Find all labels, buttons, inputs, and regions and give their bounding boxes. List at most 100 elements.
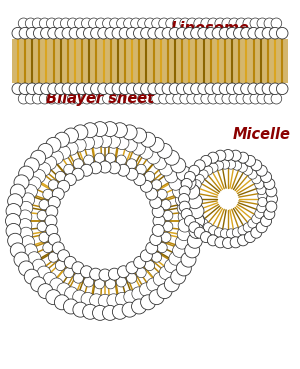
Circle shape (155, 83, 167, 94)
Circle shape (19, 227, 33, 241)
Circle shape (220, 160, 230, 169)
Circle shape (105, 279, 116, 289)
Circle shape (24, 269, 39, 284)
Circle shape (53, 18, 64, 29)
Circle shape (95, 18, 106, 29)
Circle shape (54, 295, 69, 310)
Circle shape (32, 259, 46, 273)
Circle shape (98, 27, 109, 39)
Circle shape (187, 18, 197, 29)
Circle shape (39, 93, 50, 104)
Circle shape (189, 165, 200, 176)
Circle shape (5, 214, 20, 228)
Circle shape (90, 135, 103, 148)
Circle shape (176, 166, 191, 181)
Circle shape (46, 18, 57, 29)
Circle shape (119, 83, 131, 94)
Circle shape (166, 93, 176, 104)
Circle shape (269, 83, 281, 94)
Circle shape (184, 27, 195, 39)
Circle shape (222, 93, 232, 104)
Circle shape (84, 155, 94, 165)
Circle shape (141, 295, 156, 310)
Circle shape (32, 18, 43, 29)
Circle shape (83, 83, 95, 94)
Circle shape (62, 83, 74, 94)
Circle shape (177, 227, 191, 241)
Circle shape (134, 256, 146, 268)
Circle shape (203, 166, 213, 175)
Circle shape (60, 93, 71, 104)
Circle shape (73, 273, 83, 283)
Circle shape (88, 93, 99, 104)
Circle shape (19, 261, 34, 276)
Circle shape (190, 203, 199, 213)
Circle shape (261, 172, 272, 183)
Circle shape (209, 163, 218, 172)
Circle shape (28, 252, 41, 265)
Circle shape (248, 27, 260, 39)
Circle shape (236, 93, 247, 104)
Circle shape (46, 137, 61, 152)
Circle shape (124, 138, 137, 152)
Circle shape (6, 204, 21, 218)
Circle shape (108, 162, 120, 174)
Circle shape (48, 27, 59, 39)
Circle shape (243, 166, 253, 175)
Circle shape (257, 93, 268, 104)
Circle shape (243, 93, 254, 104)
Circle shape (208, 235, 218, 246)
Circle shape (43, 189, 53, 200)
Circle shape (159, 266, 173, 280)
Circle shape (194, 160, 205, 171)
Circle shape (68, 18, 78, 29)
Circle shape (105, 153, 116, 163)
Circle shape (18, 93, 29, 104)
Circle shape (130, 93, 141, 104)
Circle shape (63, 299, 78, 314)
Circle shape (18, 218, 32, 232)
Circle shape (91, 83, 102, 94)
Circle shape (150, 234, 162, 245)
Circle shape (200, 155, 211, 166)
Circle shape (226, 160, 236, 169)
Circle shape (155, 27, 167, 39)
Circle shape (64, 174, 76, 186)
Circle shape (26, 83, 38, 94)
Circle shape (103, 18, 113, 29)
Circle shape (150, 197, 162, 208)
Circle shape (46, 206, 58, 218)
Circle shape (258, 191, 267, 201)
Circle shape (226, 229, 236, 238)
Circle shape (103, 122, 118, 137)
Circle shape (173, 18, 183, 29)
Circle shape (229, 93, 240, 104)
Circle shape (190, 214, 205, 228)
Circle shape (48, 197, 60, 208)
Circle shape (152, 224, 164, 237)
Circle shape (64, 256, 76, 268)
Circle shape (126, 168, 138, 180)
Circle shape (56, 171, 66, 182)
Circle shape (157, 144, 172, 158)
Circle shape (180, 93, 190, 104)
Circle shape (83, 27, 95, 39)
Circle shape (189, 224, 204, 238)
Circle shape (238, 163, 247, 172)
Circle shape (238, 226, 247, 235)
Circle shape (146, 188, 158, 200)
Circle shape (255, 209, 264, 218)
Circle shape (64, 268, 74, 278)
Circle shape (198, 27, 209, 39)
Circle shape (169, 83, 181, 94)
Circle shape (157, 284, 172, 299)
Circle shape (74, 93, 85, 104)
Circle shape (250, 18, 261, 29)
Circle shape (149, 290, 164, 305)
Circle shape (241, 83, 252, 94)
Circle shape (223, 238, 233, 248)
Circle shape (43, 156, 57, 170)
Circle shape (208, 93, 218, 104)
Circle shape (189, 197, 198, 207)
Circle shape (134, 174, 146, 186)
